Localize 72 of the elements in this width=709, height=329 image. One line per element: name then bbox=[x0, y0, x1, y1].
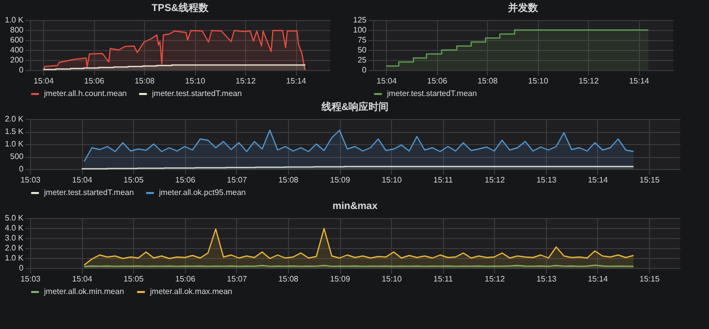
legend-label: jmeter.all.ok.min.mean bbox=[43, 287, 124, 296]
x-tick-label: 15:06 bbox=[427, 76, 448, 86]
x-tick-label: 15:14 bbox=[588, 274, 608, 284]
x-tick-label: 15:09 bbox=[330, 274, 351, 284]
x-tick-label: 15:14 bbox=[286, 76, 307, 86]
x-tick-label: 15:13 bbox=[536, 274, 558, 284]
chart-title: TPS&线程数 bbox=[152, 2, 210, 14]
x-tick-label: 15:07 bbox=[226, 176, 248, 184]
x-tick-label: 15:08 bbox=[278, 176, 299, 184]
y-tick-label: 100 bbox=[353, 26, 368, 34]
y-tick-label: 0 bbox=[362, 66, 368, 74]
y-tick-label: 2.0 K bbox=[4, 244, 24, 252]
x-tick-label: 15:14 bbox=[629, 76, 650, 86]
x-tick-label: 15:03 bbox=[20, 176, 42, 184]
x-tick-label: 15:10 bbox=[185, 76, 206, 86]
x-tick-label: 15:12 bbox=[578, 76, 600, 86]
y-tick-label: 0 bbox=[19, 66, 24, 74]
x-tick-label: 15:11 bbox=[433, 274, 454, 284]
x-tick-label: 15:03 bbox=[20, 274, 42, 284]
y-tick-label: 600 bbox=[10, 36, 24, 44]
x-tick-label: 15:05 bbox=[124, 274, 144, 284]
x-tick-label: 15:10 bbox=[382, 274, 402, 284]
x-tick-label: 15:08 bbox=[278, 274, 299, 284]
y-tick-label: 1.0 K bbox=[4, 140, 24, 148]
x-tick-label: 15:06 bbox=[84, 76, 105, 86]
legend-label: jmeter.all.ok.pct95.mean bbox=[158, 188, 246, 197]
x-tick-label: 15:08 bbox=[478, 76, 498, 86]
y-tick-label: 2.0 K bbox=[4, 114, 24, 124]
x-tick-label: 15:06 bbox=[175, 274, 196, 284]
x-tick-label: 15:04 bbox=[72, 274, 93, 284]
x-tick-label: 15:06 bbox=[175, 176, 196, 184]
x-tick-label: 15:08 bbox=[134, 76, 156, 86]
x-tick-label: 15:15 bbox=[640, 176, 660, 184]
y-tick-label: 125 bbox=[353, 16, 368, 24]
y-tick-label: 1.0 K bbox=[4, 16, 24, 24]
x-tick-label: 15:12 bbox=[484, 274, 506, 284]
x-tick-label: 15:14 bbox=[588, 176, 608, 184]
x-tick-label: 15:05 bbox=[124, 176, 144, 184]
y-tick-label: 800 bbox=[10, 26, 24, 34]
y-tick-label: 0 bbox=[19, 264, 24, 272]
x-tick-label: 15:04 bbox=[72, 176, 93, 184]
chart-title: 线程&响应时间 bbox=[320, 101, 389, 113]
y-tick-label: 200 bbox=[10, 56, 24, 64]
legend-label: jmeter.all.h.count.mean bbox=[43, 89, 127, 98]
y-tick-label: 1.5 K bbox=[4, 127, 24, 136]
legend-label: jmeter.all.ok.max.mean bbox=[149, 287, 232, 296]
legend-label: jmeter.test.startedT.mean bbox=[386, 89, 477, 98]
text: jmeter.test.startedT.mean bbox=[43, 188, 134, 197]
y-tick-label: 25 bbox=[358, 56, 368, 64]
x-tick-label: 15:09 bbox=[330, 176, 351, 184]
y-tick-label: 75 bbox=[358, 36, 368, 44]
y-tick-label: 3.0 K bbox=[4, 234, 24, 242]
x-tick-label: 15:12 bbox=[236, 76, 256, 86]
x-tick-label: 15:04 bbox=[34, 76, 54, 86]
y-tick-label: 50 bbox=[358, 46, 368, 54]
x-tick-label: 15:12 bbox=[484, 176, 506, 184]
x-tick-label: 15:10 bbox=[528, 76, 549, 86]
y-tick-label: 1.0 K bbox=[4, 254, 24, 262]
y-tick-label: 0 bbox=[19, 164, 24, 174]
y-tick-label: 400 bbox=[10, 46, 24, 54]
y-tick-label: 5.0 K bbox=[4, 214, 24, 222]
y-tick-label: 500 bbox=[10, 152, 24, 161]
x-tick-label: 15:15 bbox=[640, 274, 660, 284]
x-tick-label: 15:11 bbox=[433, 176, 454, 184]
legend-label: jmeter.test.startedT.mean bbox=[151, 89, 242, 98]
chart-title: min&max bbox=[332, 201, 378, 212]
x-tick-label: 15:13 bbox=[536, 176, 558, 184]
x-tick-label: 15:10 bbox=[382, 176, 402, 184]
y-tick-label: 4.0 K bbox=[4, 224, 24, 232]
chart-title: 并发数 bbox=[507, 2, 539, 14]
x-tick-label: 15:07 bbox=[226, 274, 248, 284]
x-tick-label: 15:04 bbox=[376, 76, 398, 86]
